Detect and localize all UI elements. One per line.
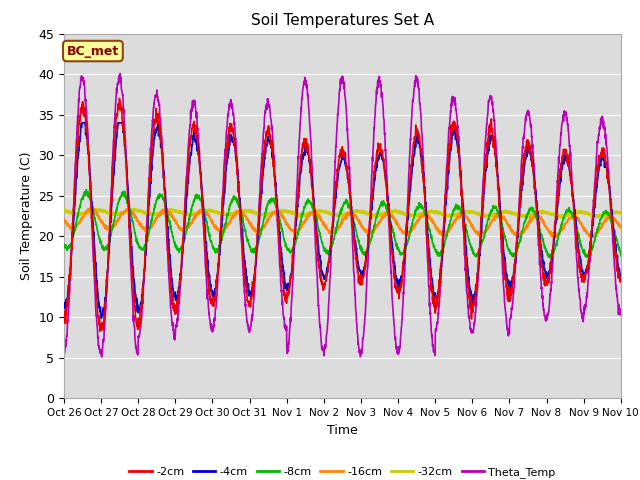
-8cm [568,211,576,217]
Theta_Temp [617,307,625,312]
-2cm [617,276,625,281]
-4cm [505,284,513,290]
Theta_Temp [216,243,223,249]
-2cm [371,163,379,168]
-32cm [60,207,68,213]
-2cm [568,193,576,199]
-16cm [584,230,591,236]
-16cm [588,235,595,240]
-32cm [129,206,137,212]
-32cm [592,215,600,220]
Line: -8cm: -8cm [64,190,621,258]
-32cm [371,212,379,218]
Theta_Temp [505,330,513,336]
-2cm [216,239,223,244]
-4cm [216,251,223,256]
Theta_Temp [359,336,367,341]
Line: -16cm: -16cm [64,208,621,238]
-8cm [504,247,512,253]
-4cm [359,271,367,276]
-16cm [60,217,68,223]
-32cm [568,211,575,216]
Y-axis label: Soil Temperature (C): Soil Temperature (C) [20,152,33,280]
-8cm [82,187,90,192]
-4cm [617,272,625,277]
Text: BC_met: BC_met [67,45,119,58]
-8cm [60,242,68,248]
-16cm [86,205,93,211]
-32cm [216,210,223,216]
Theta_Temp [116,71,124,76]
-16cm [371,226,379,232]
Theta_Temp [371,112,379,118]
-4cm [97,315,105,321]
-4cm [60,305,68,311]
-4cm [584,263,591,268]
-16cm [568,215,575,220]
-2cm [116,96,124,101]
-8cm [359,250,367,255]
Line: -32cm: -32cm [64,209,621,217]
-2cm [60,319,68,324]
-32cm [617,210,625,216]
Theta_Temp [60,351,68,357]
-8cm [371,222,379,228]
-8cm [216,241,223,247]
Theta_Temp [98,354,106,360]
Legend: -2cm, -4cm, -8cm, -16cm, -32cm, Theta_Temp: -2cm, -4cm, -8cm, -16cm, -32cm, Theta_Te… [125,462,560,480]
-8cm [584,252,591,257]
-8cm [617,253,625,259]
-16cm [617,225,625,231]
-2cm [96,328,104,334]
X-axis label: Time: Time [327,424,358,437]
Line: -4cm: -4cm [64,123,621,318]
-8cm [546,255,554,261]
Title: Soil Temperatures Set A: Soil Temperatures Set A [251,13,434,28]
-16cm [216,227,223,233]
-4cm [371,176,379,182]
-2cm [359,275,367,280]
-32cm [359,209,367,215]
-32cm [584,211,591,216]
-4cm [568,182,576,188]
-16cm [359,226,367,231]
-2cm [505,295,513,301]
-2cm [584,263,591,268]
Theta_Temp [568,180,576,185]
Theta_Temp [584,288,591,294]
-4cm [78,120,86,126]
-32cm [504,209,512,215]
Line: Theta_Temp: Theta_Temp [64,73,621,357]
-16cm [504,223,512,228]
Line: -2cm: -2cm [64,98,621,331]
